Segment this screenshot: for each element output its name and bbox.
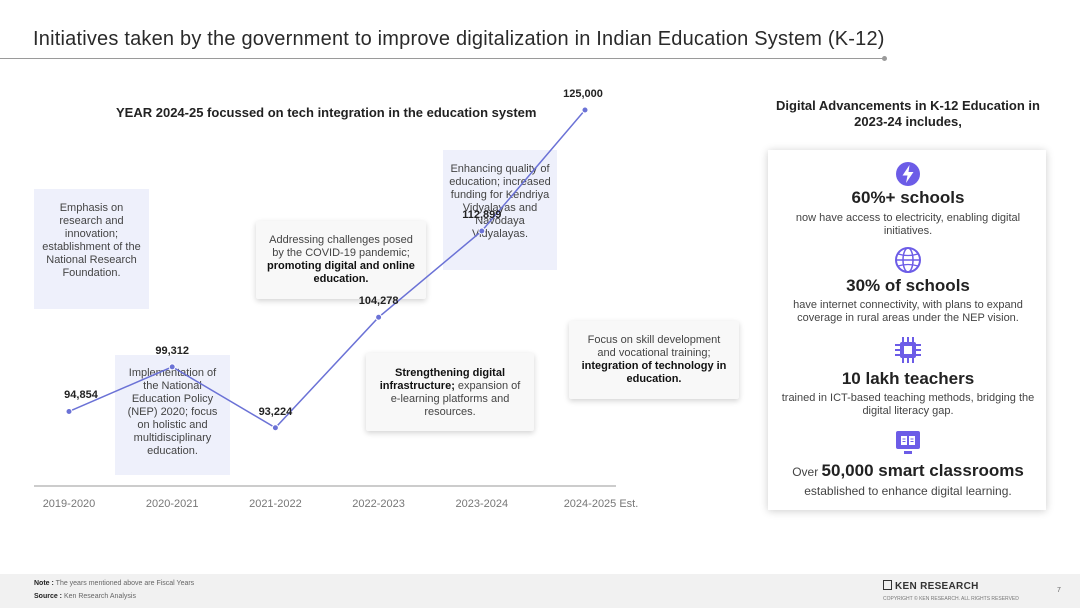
page-title: Initiatives taken by the government to i…: [33, 28, 885, 50]
annotation-skill-bold: integration of technology in education.: [581, 360, 727, 385]
ken-research-logo: KEN RESEARCH: [883, 580, 979, 592]
chip-icon: [895, 337, 921, 363]
globe-icon: [895, 247, 921, 273]
data-label-1: 99,312: [155, 344, 190, 357]
data-point-1: [168, 363, 176, 371]
data-point-4: [478, 227, 486, 235]
title-divider-dot: [882, 56, 887, 61]
stat-classrooms-value: 50,000 smart classrooms: [821, 461, 1024, 480]
annotation-nep: Implementation of the National Education…: [115, 355, 230, 475]
annotation-research: Emphasis on research and innovation; est…: [34, 189, 149, 309]
annotation-covid-bold: promoting digital and online education.: [267, 260, 415, 285]
annotation-infra-bold: Strengthening digital infrastructure;: [379, 367, 505, 392]
data-label-4: 112,899: [462, 209, 502, 221]
x-tick-label-0: 2019-2020: [42, 498, 96, 510]
stat-electricity-desc: now have access to electricity, enabling…: [795, 212, 1021, 237]
annotation-skill-text: Focus on skill development and vocationa…: [587, 334, 721, 359]
brand-name: KEN RESEARCH: [895, 581, 979, 592]
footer-note-text: The years mentioned above are Fiscal Yea…: [53, 580, 195, 587]
data-point-5: [581, 106, 589, 114]
stats-panel: [768, 150, 1046, 510]
stat-classrooms-line: Over 50,000 smart classrooms: [768, 461, 1048, 481]
data-point-0: [65, 407, 73, 415]
stat-classrooms-desc: established to enhance digital learning.: [804, 484, 1012, 498]
footer-source: Source : Ken Research Analysis: [34, 593, 136, 600]
x-tick-label-2: 2021-2022: [249, 498, 302, 510]
annotation-infra-text: expansion of e-learning platforms and re…: [390, 380, 521, 418]
title-divider: [0, 58, 884, 59]
logo-mark-icon: [883, 580, 892, 590]
footer-note-label: Note :: [34, 580, 54, 587]
data-label-2: 93,224: [258, 405, 293, 418]
x-tick-label-3: 2022-2023: [352, 498, 405, 510]
page-number: 7: [1057, 587, 1061, 594]
x-tick-label-5: 2024-2025 Est.: [563, 498, 639, 510]
data-point-2: [271, 424, 279, 432]
data-label-0: 94,854: [64, 389, 98, 402]
stat-internet-desc: have internet connectivity, with plans t…: [793, 299, 1023, 324]
stat-teachers-desc: trained in ICT-based teaching methods, b…: [781, 392, 1035, 417]
stat-teachers-value: 10 lakh teachers: [841, 369, 975, 388]
data-point-3: [375, 313, 383, 321]
line-chart: [34, 106, 616, 487]
annotation-research-text: Emphasis on research and innovation; est…: [42, 202, 141, 279]
annotation-quality-text: Enhancing quality of education; increase…: [449, 163, 551, 240]
book-icon: [896, 431, 920, 454]
annotation-covid: Addressing challenges posed by the COVID…: [256, 221, 426, 299]
data-label-3: 104,278: [358, 295, 399, 308]
stat-classrooms-prefix: Over: [792, 465, 822, 479]
annotation-skill: Focus on skill development and vocationa…: [569, 321, 739, 399]
x-tick-label-4: 2023-2024: [455, 498, 509, 510]
stat-electricity-value: 60%+ schools: [851, 188, 965, 207]
footer-bar: [0, 574, 1080, 608]
series-line: [68, 109, 586, 429]
annotation-covid-text: Addressing challenges posed by the COVID…: [269, 234, 413, 259]
chart-heading: YEAR 2024-25 focussed on tech integratio…: [116, 105, 537, 120]
footer-note: Note : The years mentioned above are Fis…: [34, 580, 194, 587]
lightning-icon: [896, 162, 920, 186]
annotation-nep-text: Implementation of the National Education…: [127, 367, 218, 457]
stat-internet-value: 30% of schools: [846, 276, 970, 295]
x-tick-label-1: 2020-2021: [145, 498, 199, 510]
footer-source-label: Source :: [34, 593, 63, 600]
footer-source-text: Ken Research Analysis: [62, 593, 136, 600]
right-panel-heading: Digital Advancements in K-12 Education i…: [776, 98, 1040, 129]
data-label-5: 125,000: [563, 88, 603, 100]
annotation-infra: Strengthening digital infrastructure; ex…: [366, 353, 534, 431]
copyright-text: COPYRIGHT © KEN RESEARCH. ALL RIGHTS RES…: [883, 596, 1019, 602]
